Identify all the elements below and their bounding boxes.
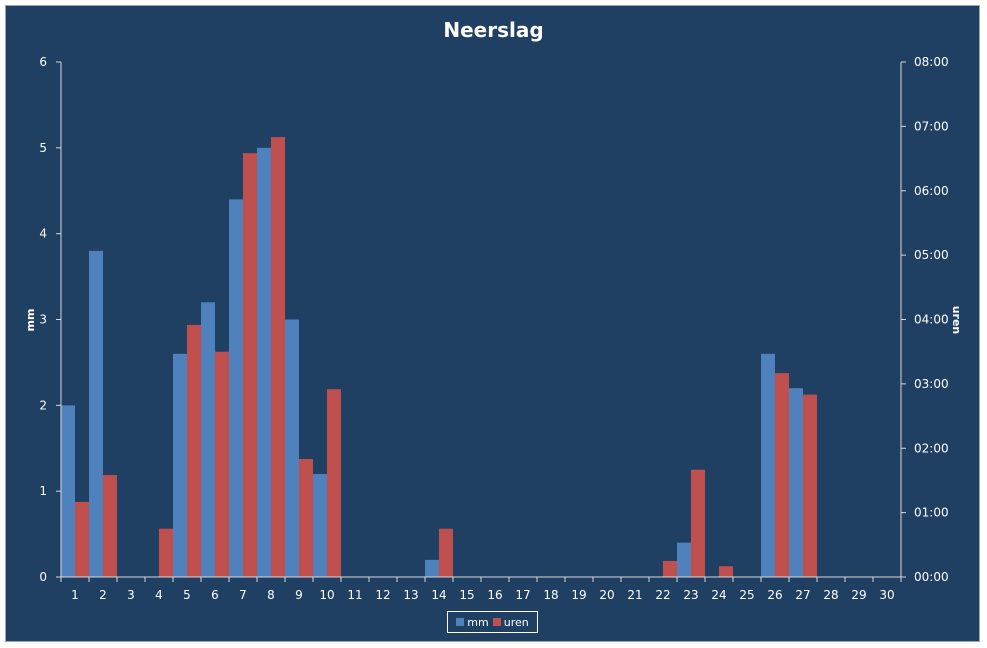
x-tick-label-10: 10	[319, 588, 334, 602]
bar-uren-27	[803, 394, 817, 577]
x-tick-label-28: 28	[823, 588, 838, 602]
x-tick-label-14: 14	[431, 588, 446, 602]
bar-mm-10	[313, 474, 327, 577]
x-tick-label-13: 13	[403, 588, 418, 602]
bar-mm-1	[61, 405, 75, 577]
x-tick-label-24: 24	[711, 588, 726, 602]
legend-swatch-uren	[492, 618, 501, 626]
y2-tick-label-07:00: 07:00	[914, 119, 949, 133]
x-tick-label-16: 16	[487, 588, 502, 602]
bar-mm-23	[677, 542, 691, 577]
bar-mm-2	[89, 250, 103, 578]
y-tick-label-5: 5	[39, 141, 47, 155]
y-tick-label-2: 2	[39, 398, 47, 412]
x-tick-label-26: 26	[767, 588, 782, 602]
bar-mm-9	[285, 319, 299, 577]
bar-mm-14	[425, 559, 439, 577]
y2-axis-title: uren	[950, 306, 963, 335]
legend-item-mm: mm	[456, 615, 489, 629]
x-tick-label-19: 19	[571, 588, 586, 602]
bar-uren-4	[159, 528, 173, 577]
x-tick-label-4: 4	[155, 588, 163, 602]
y-tick-label-0: 0	[39, 570, 47, 584]
x-tick-label-12: 12	[375, 588, 390, 602]
bar-mm-27	[789, 388, 803, 577]
bar-mm-26	[761, 353, 775, 577]
bar-uren-22	[663, 560, 677, 577]
y2-tick-label-01:00: 01:00	[914, 506, 949, 520]
x-tick-label-7: 7	[239, 588, 247, 602]
y2-tick-label-00:00: 00:00	[914, 570, 949, 584]
x-tick-label-18: 18	[543, 588, 558, 602]
x-tick-label-8: 8	[267, 588, 275, 602]
bar-mm-5	[173, 353, 187, 577]
legend-item-uren: uren	[492, 615, 529, 629]
bar-uren-9	[299, 458, 313, 577]
bar-mm-8	[257, 147, 271, 578]
x-tick-label-27: 27	[795, 588, 810, 602]
legend-label-mm: mm	[467, 615, 489, 629]
bar-mm-6	[201, 302, 215, 577]
x-tick-label-25: 25	[739, 588, 754, 602]
bar-mm-7	[229, 199, 243, 578]
x-tick-label-23: 23	[683, 588, 698, 602]
bar-uren-24	[719, 566, 733, 577]
y2-tick-label-04:00: 04:00	[914, 313, 949, 327]
x-tick-label-3: 3	[127, 588, 135, 602]
x-tick-label-22: 22	[655, 588, 670, 602]
bar-uren-14	[439, 528, 453, 577]
x-tick-label-1: 1	[71, 588, 79, 602]
x-tick-label-20: 20	[599, 588, 614, 602]
y2-tick-label-05:00: 05:00	[914, 248, 949, 262]
y2-tick-label-08:00: 08:00	[914, 55, 949, 69]
legend-label-uren: uren	[503, 615, 529, 629]
bar-uren-2	[103, 475, 117, 577]
bar-uren-8	[271, 137, 285, 577]
x-tick-label-2: 2	[99, 588, 107, 602]
y-axis-title: mm	[24, 309, 37, 332]
legend-swatch-mm	[456, 618, 465, 626]
legend: mm uren	[447, 611, 538, 633]
y-tick-label-4: 4	[39, 227, 47, 241]
bar-uren-7	[243, 153, 257, 577]
x-tick-label-29: 29	[851, 588, 866, 602]
y2-tick-label-02:00: 02:00	[914, 441, 949, 455]
x-tick-label-17: 17	[515, 588, 530, 602]
bar-uren-10	[327, 389, 341, 577]
x-tick-label-11: 11	[347, 588, 362, 602]
y-tick-label-3: 3	[39, 313, 47, 327]
chart-title: Neerslag	[443, 18, 544, 42]
bar-uren-1	[75, 501, 89, 577]
bar-uren-26	[775, 373, 789, 577]
x-tick-label-9: 9	[295, 588, 303, 602]
y-tick-label-6: 6	[39, 55, 47, 69]
x-tick-label-5: 5	[183, 588, 191, 602]
x-tick-label-15: 15	[459, 588, 474, 602]
bar-uren-6	[215, 351, 229, 577]
bar-uren-5	[187, 324, 201, 577]
y2-tick-label-03:00: 03:00	[914, 377, 949, 391]
bar-uren-23	[691, 469, 705, 577]
x-tick-label-6: 6	[211, 588, 219, 602]
y2-tick-label-06:00: 06:00	[914, 184, 949, 198]
y-tick-label-1: 1	[39, 484, 47, 498]
x-tick-label-30: 30	[879, 588, 894, 602]
x-tick-label-21: 21	[627, 588, 642, 602]
